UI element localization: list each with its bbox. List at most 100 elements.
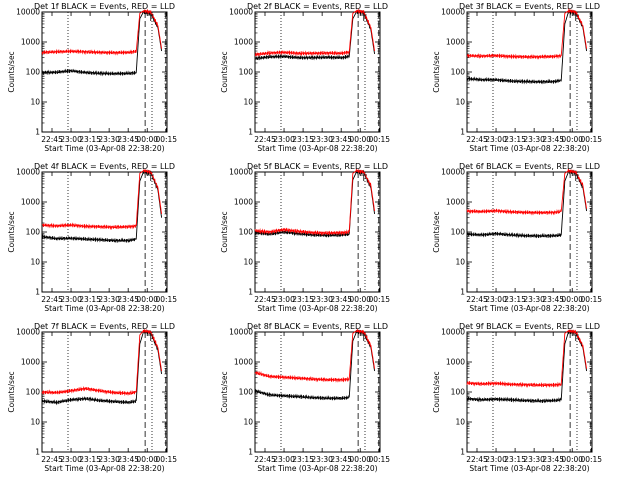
- y-tick-label: 10: [455, 258, 465, 267]
- y-tick-label: 1: [35, 128, 40, 137]
- x-tick-label: 23:45: [117, 135, 139, 144]
- y-tick-label: 10: [455, 98, 465, 107]
- series-line-events: [254, 9, 376, 61]
- y-tick-label: 10000: [16, 8, 40, 17]
- panel-det-5f: Det 5f BLACK = Events, RED = LLD 1 10 100 10…: [220, 162, 390, 313]
- x-tick-label: 00:15: [155, 135, 177, 144]
- x-tick-label: 23:15: [79, 135, 101, 144]
- series-line-lld: [466, 169, 588, 216]
- y-tick-label: 100: [239, 68, 254, 77]
- x-tick-label: 23:00: [273, 135, 295, 144]
- y-tick-label: 1000: [234, 38, 253, 47]
- x-tick-label: 23:00: [60, 135, 82, 144]
- y-tick-label: 1000: [446, 358, 465, 367]
- series-line-lld: [41, 8, 163, 56]
- y-tick-label: 100: [239, 228, 254, 237]
- y-axis-label: Counts/sec: [7, 51, 16, 92]
- series-line-events: [41, 329, 163, 406]
- y-tick-label: 1000: [234, 358, 253, 367]
- plot-frame: [254, 11, 381, 133]
- x-tick-label: 23:45: [542, 295, 564, 304]
- y-axis-label: Counts/sec: [220, 211, 229, 252]
- series-line-lld: [254, 8, 376, 57]
- y-axis-label: Counts/sec: [432, 371, 441, 412]
- x-tick-label: 23:15: [504, 295, 526, 304]
- x-tick-label: 00:15: [368, 295, 390, 304]
- x-axis-label: Start Time (03-Apr-08 22:38:20): [469, 304, 589, 313]
- x-tick-label: 00:00: [349, 295, 371, 304]
- panel-title: Det 9f BLACK = Events, RED = LLD: [459, 322, 600, 331]
- y-tick-label: 10000: [229, 8, 253, 17]
- x-tick-label: 23:45: [542, 455, 564, 464]
- panel-det-4f: Det 4f BLACK = Events, RED = LLD 1 10 100 10…: [7, 162, 177, 313]
- x-tick-label: 23:30: [311, 295, 333, 304]
- panel-det-2f: Det 2f BLACK = Events, RED = LLD 1 10 100 10…: [220, 2, 390, 153]
- x-tick-label: 00:00: [136, 455, 158, 464]
- x-tick-label: 22:45: [254, 135, 276, 144]
- y-axis-label: Counts/sec: [220, 371, 229, 412]
- x-tick-label: 23:00: [273, 455, 295, 464]
- x-tick-label: 23:45: [117, 455, 139, 464]
- x-tick-label: 00:00: [349, 455, 371, 464]
- series-line-events: [466, 329, 588, 404]
- y-tick-label: 10000: [441, 168, 465, 177]
- x-axis-label: Start Time (03-Apr-08 22:38:20): [44, 464, 164, 473]
- x-tick-label: 23:30: [523, 455, 545, 464]
- x-tick-label: 22:45: [254, 295, 276, 304]
- x-tick-label: 00:15: [155, 295, 177, 304]
- series-line-events: [466, 169, 588, 239]
- y-tick-label: 100: [26, 68, 41, 77]
- x-tick-label: 23:30: [523, 295, 545, 304]
- panel-det-9f: Det 9f BLACK = Events, RED = LLD 1 10 100 10…: [432, 322, 602, 473]
- panel-title: Det 6f BLACK = Events, RED = LLD: [459, 162, 600, 171]
- series-line-lld: [254, 329, 376, 383]
- y-tick-label: 100: [451, 68, 466, 77]
- y-tick-label: 1000: [446, 198, 465, 207]
- y-tick-label: 100: [451, 388, 466, 397]
- x-tick-label: 23:15: [292, 455, 314, 464]
- series-line-lld: [254, 169, 376, 236]
- x-tick-label: 23:15: [292, 295, 314, 304]
- x-tick-label: 00:15: [155, 455, 177, 464]
- panel-det-8f: Det 8f BLACK = Events, RED = LLD 1 10 100 10…: [220, 322, 390, 473]
- y-tick-label: 10: [243, 418, 253, 427]
- x-tick-label: 23:30: [523, 135, 545, 144]
- y-tick-label: 10000: [229, 328, 253, 337]
- y-tick-label: 1: [35, 448, 40, 457]
- panel-title: Det 7f BLACK = Events, RED = LLD: [34, 322, 175, 331]
- x-axis-label: Start Time (03-Apr-08 22:38:20): [469, 464, 589, 473]
- y-tick-label: 1: [460, 128, 465, 137]
- series-line-lld: [41, 329, 163, 397]
- y-tick-label: 100: [451, 228, 466, 237]
- y-tick-label: 10000: [16, 168, 40, 177]
- x-tick-label: 22:45: [466, 295, 488, 304]
- x-tick-label: 22:45: [41, 295, 63, 304]
- x-tick-label: 23:30: [98, 295, 120, 304]
- y-axis-label: Counts/sec: [7, 371, 16, 412]
- x-tick-label: 00:00: [561, 455, 583, 464]
- y-tick-label: 10: [30, 98, 40, 107]
- x-tick-label: 00:15: [580, 455, 602, 464]
- panel-title: Det 2f BLACK = Events, RED = LLD: [247, 2, 388, 11]
- y-tick-label: 10000: [441, 8, 465, 17]
- x-tick-label: 23:30: [311, 135, 333, 144]
- x-tick-label: 23:15: [79, 455, 101, 464]
- series-line-events: [466, 9, 588, 85]
- x-tick-label: 23:30: [311, 455, 333, 464]
- y-tick-label: 1000: [21, 198, 40, 207]
- y-tick-label: 1000: [446, 38, 465, 47]
- x-tick-label: 00:15: [368, 455, 390, 464]
- x-axis-label: Start Time (03-Apr-08 22:38:20): [469, 144, 589, 153]
- panel-title: Det 5f BLACK = Events, RED = LLD: [247, 162, 388, 171]
- x-tick-label: 00:00: [561, 135, 583, 144]
- y-axis-label: Counts/sec: [220, 51, 229, 92]
- x-tick-label: 22:45: [41, 135, 63, 144]
- x-tick-label: 23:30: [98, 135, 120, 144]
- series-line-events: [41, 169, 163, 244]
- x-tick-label: 00:15: [580, 295, 602, 304]
- y-tick-label: 1000: [21, 38, 40, 47]
- x-tick-label: 23:45: [542, 135, 564, 144]
- y-tick-label: 1000: [234, 198, 253, 207]
- panel-title: Det 8f BLACK = Events, RED = LLD: [247, 322, 388, 331]
